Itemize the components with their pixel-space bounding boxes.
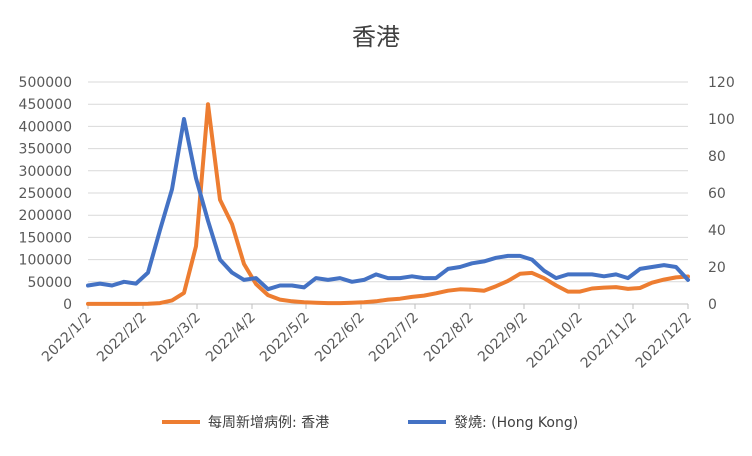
series-lines: [86, 102, 690, 306]
legend-label-cases: 每周新增病例: 香港: [208, 415, 329, 431]
series-line-cases: [86, 102, 690, 306]
right-y-tick-label: 80: [708, 149, 726, 165]
grid-lines: [88, 81, 688, 305]
left-y-tick-label: 500000: [19, 75, 72, 91]
right-y-tick-label: 120: [708, 75, 735, 91]
left-y-tick-label: 300000: [19, 164, 72, 180]
left-y-tick-label: 50000: [27, 275, 72, 291]
x-tick-label: 2022/9/2: [475, 310, 531, 366]
x-tick-label: 2022/4/2: [203, 310, 259, 366]
series-line-fever: [86, 117, 690, 292]
x-tick-label: 2022/5/2: [257, 310, 313, 366]
left-y-tick-label: 350000: [19, 142, 72, 158]
right-y-tick-label: 0: [708, 297, 717, 313]
chart-title: 香港: [352, 23, 400, 51]
right-y-tick-label: 40: [708, 223, 726, 239]
x-tick-label: 2022/11/2: [578, 310, 640, 372]
x-tick-label: 2022/6/2: [312, 310, 368, 366]
x-tick-label: 2022/3/2: [148, 310, 204, 366]
x-tick-label: 2022/10/2: [524, 310, 586, 372]
left-y-tick-label: 0: [63, 297, 72, 313]
x-tick-label: 2022/1/2: [39, 310, 95, 366]
legend: 每周新增病例: 香港 發燒: (Hong Kong): [162, 415, 578, 431]
x-tick-label: 2022/12/2: [633, 310, 695, 372]
left-y-axis: 0 50000 100000 150000 200000 250000 300000 3500…: [19, 75, 72, 313]
x-tick-label: 2022/2/2: [94, 310, 150, 366]
left-y-tick-label: 100000: [19, 253, 72, 269]
right-y-tick-label: 60: [708, 186, 726, 202]
right-y-tick-label: 100: [708, 112, 735, 128]
left-y-tick-label: 400000: [19, 119, 72, 135]
left-y-tick-label: 200000: [19, 208, 72, 224]
left-y-tick-label: 450000: [19, 97, 72, 113]
x-tick-label: 2022/8/2: [421, 310, 477, 366]
right-y-axis: 0 20 40 60 80 100 120: [708, 75, 735, 313]
left-y-tick-label: 150000: [19, 230, 72, 246]
left-y-tick-label: 250000: [19, 186, 72, 202]
x-tick-label: 2022/7/2: [366, 310, 422, 366]
legend-label-fever: 發燒: (Hong Kong): [454, 415, 578, 431]
right-y-tick-label: 20: [708, 260, 726, 276]
